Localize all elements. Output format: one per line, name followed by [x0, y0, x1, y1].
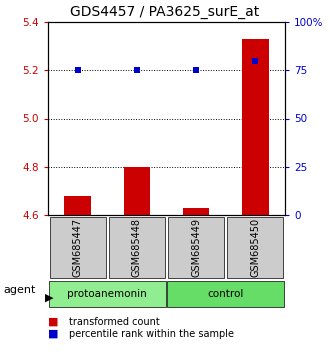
Text: GSM685448: GSM685448 — [132, 218, 142, 277]
Text: GSM685449: GSM685449 — [191, 218, 201, 277]
Bar — [123, 167, 150, 215]
Text: protoanemonin: protoanemonin — [67, 289, 147, 299]
Bar — [242, 39, 269, 215]
Bar — [64, 196, 91, 215]
Text: ■: ■ — [48, 317, 58, 327]
Bar — [183, 208, 210, 215]
Text: GSM685447: GSM685447 — [73, 218, 82, 277]
Text: GSM685450: GSM685450 — [250, 218, 260, 277]
Text: ▶: ▶ — [46, 292, 54, 303]
Text: percentile rank within the sample: percentile rank within the sample — [69, 329, 234, 339]
Text: control: control — [208, 289, 244, 299]
Text: GDS4457 / PA3625_surE_at: GDS4457 / PA3625_surE_at — [70, 5, 260, 19]
Text: agent: agent — [3, 285, 36, 296]
Text: ■: ■ — [48, 329, 58, 339]
Text: transformed count: transformed count — [69, 317, 160, 327]
